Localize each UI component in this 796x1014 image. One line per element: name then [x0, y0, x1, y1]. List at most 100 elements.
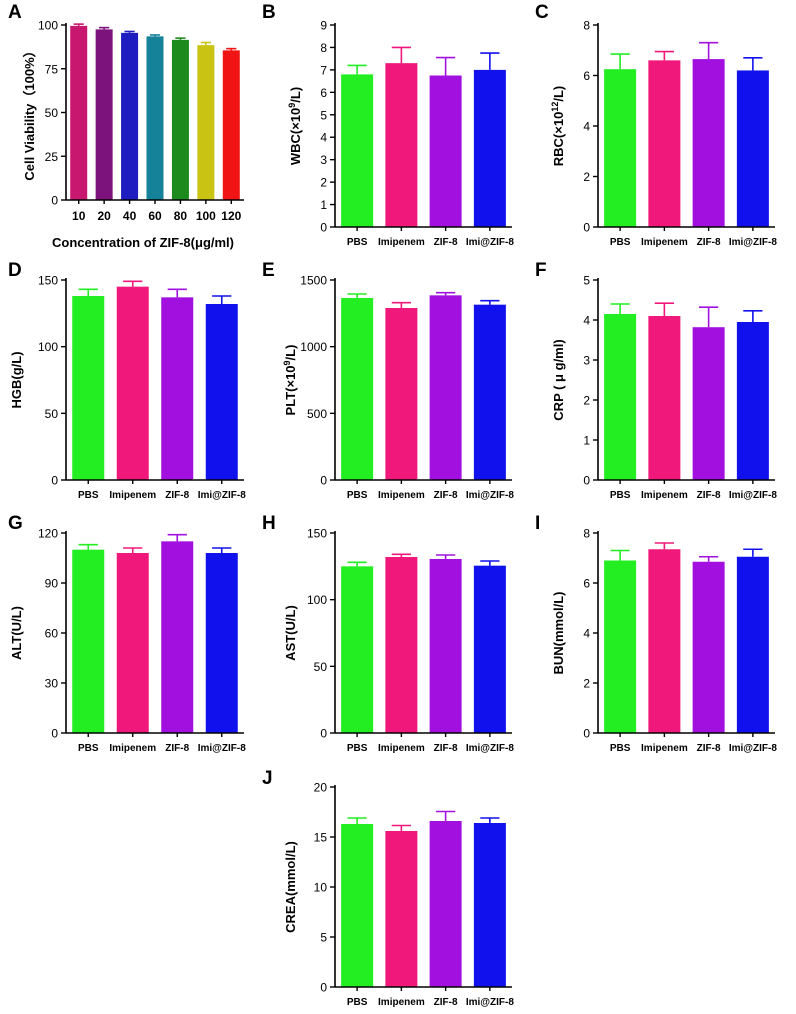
panel-f: F 0 1 2 3 4 5 PBS Imipenem ZIF-8 Imi@ZIF-8 CRP ( μ … [535, 260, 777, 501]
x-tick-label: ZIF-8 [697, 237, 721, 248]
y-axis-label: CREA(mmol/L) [283, 841, 298, 933]
y-tick-label: 6 [320, 86, 327, 100]
x-tick-label: Imi@ZIF-8 [729, 743, 778, 754]
y-tick-label: 5 [583, 274, 590, 288]
x-tick-label: 10 [72, 209, 86, 223]
panel-letter: F [535, 260, 547, 281]
y-tick-label: 0 [320, 474, 327, 488]
y-tick-label: 25 [45, 150, 59, 164]
bar [604, 560, 637, 733]
bar [205, 304, 238, 480]
y-axis-label: BUN(mmol/L) [551, 591, 566, 674]
y-tick-label: 8 [583, 19, 590, 33]
bar [604, 314, 637, 480]
bar [429, 295, 462, 480]
y-tick-label: 0 [51, 727, 58, 741]
x-tick-label: PBS [610, 743, 631, 754]
y-tick-label: 1 [583, 434, 590, 448]
y-tick-label: 0 [51, 474, 58, 488]
y-tick-label: 4 [583, 627, 590, 641]
bar [205, 553, 238, 733]
y-tick-label: 75 [45, 62, 59, 76]
bar [95, 29, 113, 200]
x-tick-label: PBS [78, 743, 99, 754]
y-tick-label: 50 [45, 106, 59, 120]
y-tick-label: 0 [583, 727, 590, 741]
bar [70, 25, 88, 200]
y-tick-label: 2 [583, 394, 590, 408]
bar [692, 561, 725, 733]
y-tick-label: 0 [320, 727, 327, 741]
y-axis-label: RBC(×1012/L) [550, 86, 566, 166]
y-tick-label: 1 [320, 198, 327, 212]
y-tick-label: 2 [320, 176, 327, 190]
x-tick-label: ZIF-8 [434, 997, 458, 1008]
bar [385, 831, 418, 987]
x-tick-label: PBS [347, 997, 368, 1008]
panel-h: H 0 50 100 150 PBS Imipenem ZIF-8 Imi@ZIF-8 AST(U… [262, 513, 514, 754]
x-tick-label: PBS [347, 237, 368, 248]
y-tick-label: 120 [38, 527, 58, 541]
x-tick-label: ZIF-8 [697, 490, 721, 501]
y-tick-label: 1000 [300, 340, 327, 354]
panel-b: B 0 1 2 3 4 5 6 7 8 9 PBS Imipenem ZIF-8 Imi@ZIF-8 WBC(… [262, 2, 514, 248]
y-tick-label: 3 [320, 153, 327, 167]
y-tick-label: 4 [583, 314, 590, 328]
x-tick-label: Imipenem [109, 743, 156, 754]
panel-c: C 0 2 4 6 8 PBS Imipenem ZIF-8 Imi@ZIF-8 RBC(×1012… [535, 2, 777, 248]
bar [341, 566, 374, 733]
bar [648, 549, 681, 733]
panel-d: D 0 50 100 150 PBS Imipenem ZIF-8 Imi@ZIF-8 HGB(g… [8, 260, 246, 501]
x-tick-label: Imi@ZIF-8 [729, 237, 778, 248]
y-tick-label: 5 [320, 931, 327, 945]
y-tick-label: 500 [307, 407, 327, 421]
y-tick-label: 0 [320, 981, 327, 995]
bar [341, 74, 374, 227]
panel-g: G 0 30 60 90 120 PBS Imipenem ZIF-8 Imi@ZIF-8 ALT(… [8, 513, 246, 754]
bar [146, 36, 164, 200]
panel-letter: G [8, 513, 23, 534]
bar [197, 45, 215, 200]
y-tick-label: 8 [320, 41, 327, 55]
bar [385, 308, 418, 480]
bar [429, 559, 462, 733]
panel-letter: D [8, 260, 22, 281]
bar [341, 298, 374, 480]
panel-letter: E [262, 260, 275, 281]
x-tick-label: 20 [97, 209, 111, 223]
y-tick-label: 90 [45, 577, 59, 591]
x-tick-label: Imipenem [641, 237, 688, 248]
y-tick-label: 100 [307, 593, 327, 607]
x-tick-label: 100 [196, 209, 216, 223]
x-tick-label: Imi@ZIF-8 [198, 743, 247, 754]
y-axis-label: WBC(×109/L) [287, 87, 303, 165]
y-tick-label: 6 [583, 577, 590, 591]
bar [429, 75, 462, 227]
y-tick-label: 10 [314, 881, 328, 895]
y-tick-label: 2 [583, 170, 590, 184]
y-tick-label: 50 [314, 660, 328, 674]
x-tick-label: ZIF-8 [434, 490, 458, 501]
x-tick-label: Imipenem [109, 490, 156, 501]
bar [473, 69, 506, 227]
x-tick-label: 80 [174, 209, 188, 223]
x-tick-label: Imi@ZIF-8 [466, 743, 515, 754]
y-tick-label: 0 [51, 194, 58, 208]
panel-letter: A [8, 2, 22, 23]
x-tick-label: Imi@ZIF-8 [466, 997, 515, 1008]
bar [161, 541, 194, 733]
x-tick-label: PBS [610, 490, 631, 501]
x-tick-label: PBS [78, 490, 99, 501]
panel-letter: H [262, 513, 276, 534]
y-tick-label: 150 [38, 274, 58, 288]
x-tick-label: PBS [610, 237, 631, 248]
x-tick-label: ZIF-8 [697, 743, 721, 754]
bar [473, 565, 506, 733]
y-tick-label: 7 [320, 63, 327, 77]
bar [736, 70, 769, 227]
y-tick-label: 100 [38, 19, 58, 33]
y-axis-label: Cell Viability（100%） [22, 44, 37, 180]
bar [473, 823, 506, 987]
y-tick-label: 60 [45, 627, 59, 641]
